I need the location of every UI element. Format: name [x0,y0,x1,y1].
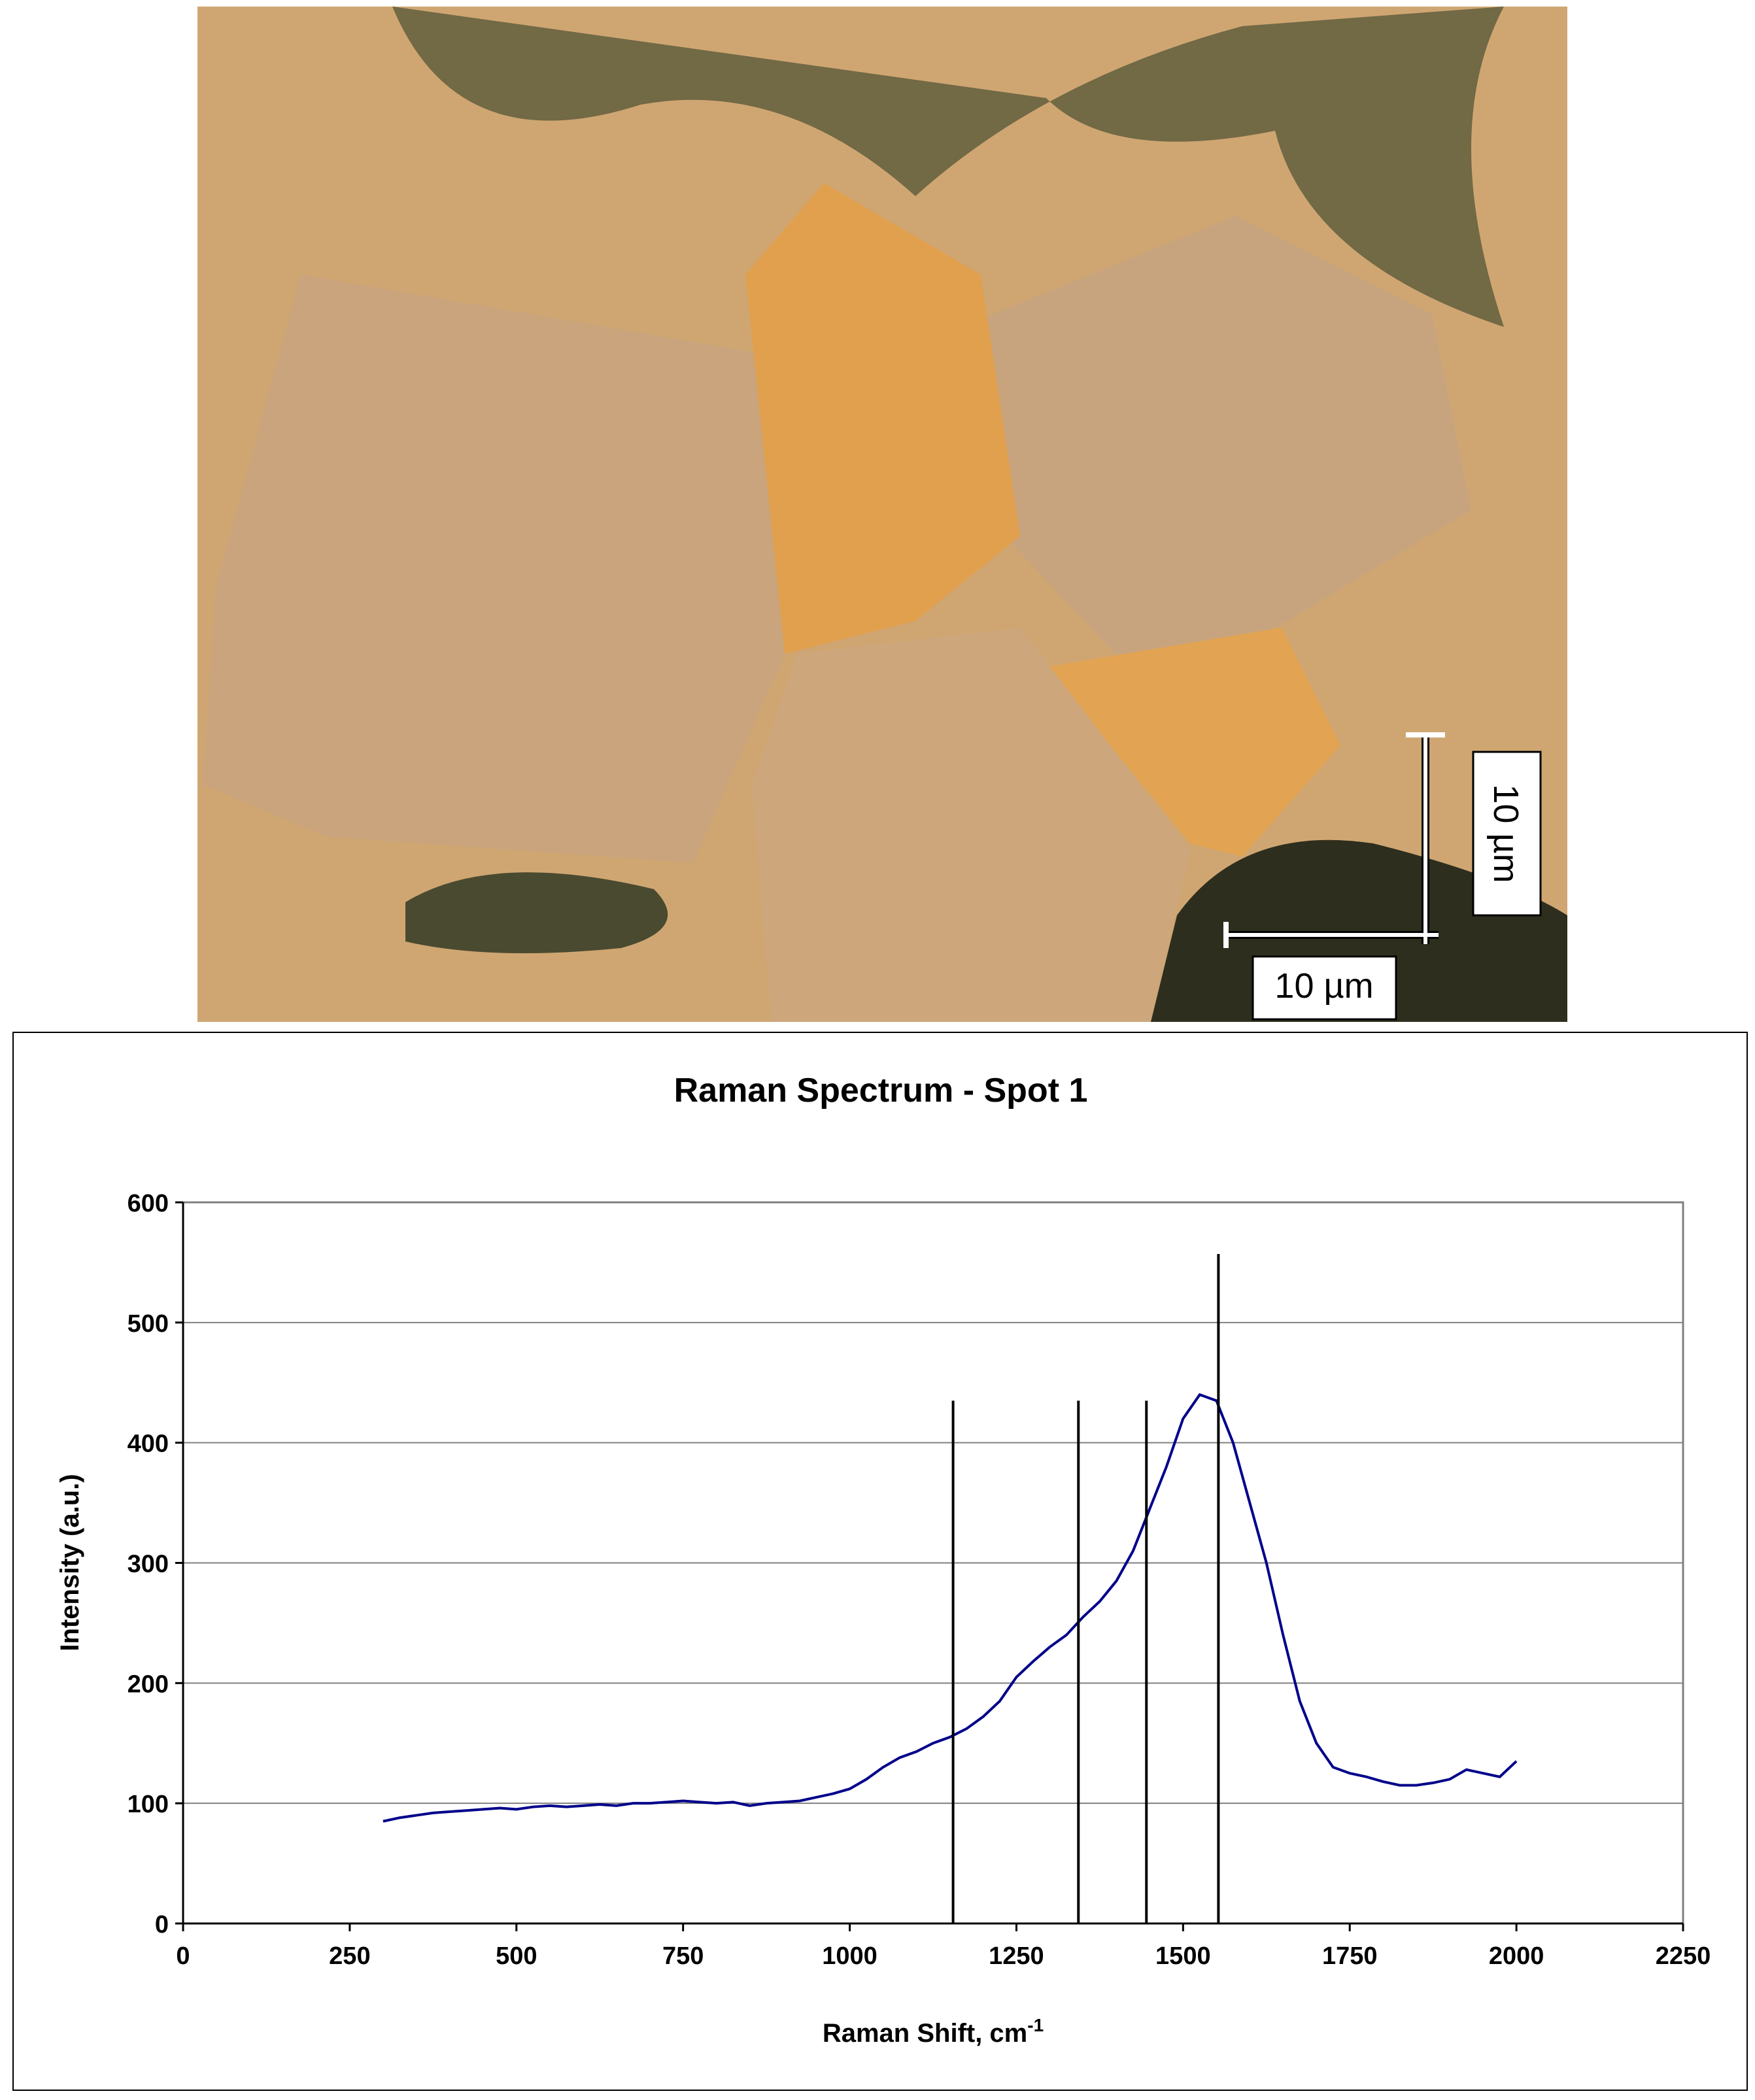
micrograph: 10 µm 10 µm [197,7,1567,1022]
y-tick-label: 500 [128,1310,169,1338]
y-tick-label: 0 [155,1911,169,1939]
x-tick-label: 1750 [1322,1942,1378,1970]
y-tick-label: 200 [128,1670,169,1698]
x-axis-label: Raman Shift, cm-1 [823,2015,1044,2048]
x-tick-label: 250 [329,1942,370,1970]
x-tick-label: 1250 [989,1942,1044,1970]
y-tick-label: 400 [128,1431,169,1458]
spectrum-line [383,1393,1518,1823]
y-tick-label: 100 [128,1791,169,1818]
x-tick-label: 1500 [1155,1942,1211,1970]
scale-label: 10 µm [1486,784,1525,883]
dark-region [392,7,1504,327]
x-tick-label: 0 [176,1942,190,1970]
scale-label-box [1472,751,1542,917]
x-tick-label: 500 [496,1942,537,1970]
x-axis-label-text: Raman Shift, cm [823,2019,1027,2048]
x-tick-label: 2000 [1489,1942,1544,1970]
x-axis-label-sup: -1 [1027,2015,1044,2035]
y-axis-label: Intensity (a.u.) [56,1474,84,1651]
x-tick-label: 2250 [1656,1942,1711,1970]
y-tick-label: 300 [128,1551,169,1578]
grain [203,275,785,863]
grain [745,183,1020,654]
chart-title: Raman Spectrum - Spot 1 [674,1072,1088,1109]
x-tick-label: 750 [662,1942,704,1970]
scale-label-box [1252,955,1397,1021]
grain [1046,628,1340,856]
chart: Raman Spectrum - Spot 1 Raman Shift, cm-… [12,1032,1748,2091]
scale-label: 10 µm [1274,966,1373,1006]
y-tick-label: 600 [128,1190,169,1217]
grain [961,216,1471,700]
dark-region [405,872,668,953]
grain [752,628,1190,1022]
x-tick-label: 1000 [822,1942,878,1970]
